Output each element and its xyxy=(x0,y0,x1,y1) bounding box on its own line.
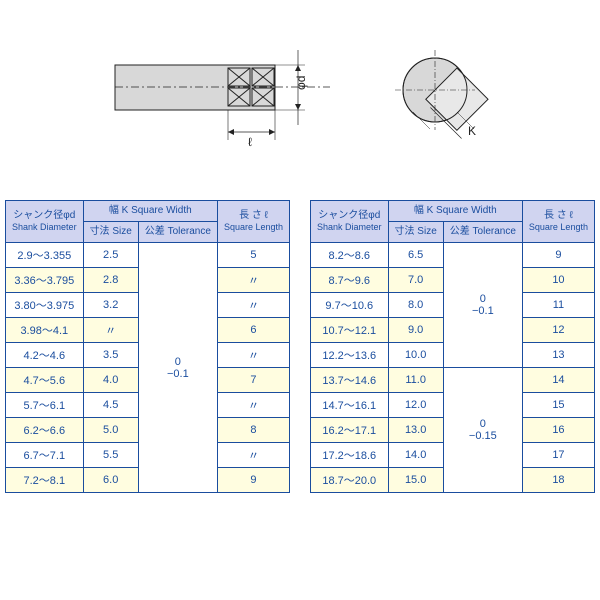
cell-length: 8 xyxy=(217,418,289,443)
cell-size: 11.0 xyxy=(388,368,443,393)
cell-shank: 4.7～5.6 xyxy=(6,368,84,393)
cell-size: 13.0 xyxy=(388,418,443,443)
cell-length: 11 xyxy=(522,293,594,318)
cell-shank: 3.36～3.795 xyxy=(6,268,84,293)
cell-length: 16 xyxy=(522,418,594,443)
hdr-width: 幅 K Square Width xyxy=(83,201,217,222)
cell-shank: 3.80～3.975 xyxy=(6,293,84,318)
hdr-size: 寸法 Size xyxy=(388,222,443,243)
cell-shank: 8.2～8.6 xyxy=(311,243,389,268)
cell-size: 6.0 xyxy=(83,468,138,493)
cell-length: 18 xyxy=(522,468,594,493)
cell-size: 〃 xyxy=(83,318,138,343)
cell-length: 〃 xyxy=(217,293,289,318)
technical-diagrams: ℓ φd K xyxy=(20,40,580,160)
cell-size: 4.0 xyxy=(83,368,138,393)
cell-length: 14 xyxy=(522,368,594,393)
cell-shank: 9.7～10.6 xyxy=(311,293,389,318)
hdr-shank: シャンク径φdShank Diameter xyxy=(311,201,389,243)
cell-length: 5 xyxy=(217,243,289,268)
table-row: 8.2～8.66.50 −0.19 xyxy=(311,243,595,268)
cell-shank: 18.7～20.0 xyxy=(311,468,389,493)
hdr-width: 幅 K Square Width xyxy=(388,201,522,222)
cell-length: 17 xyxy=(522,443,594,468)
hdr-tol: 公差 Tolerance xyxy=(138,222,217,243)
cell-length: 〃 xyxy=(217,393,289,418)
cell-size: 2.8 xyxy=(83,268,138,293)
cell-shank: 6.7～7.1 xyxy=(6,443,84,468)
cell-shank: 7.2～8.1 xyxy=(6,468,84,493)
cell-size: 6.5 xyxy=(388,243,443,268)
cell-shank: 17.2～18.6 xyxy=(311,443,389,468)
hdr-tol: 公差 Tolerance xyxy=(443,222,522,243)
cell-size: 12.0 xyxy=(388,393,443,418)
cell-length: 12 xyxy=(522,318,594,343)
label-k: K xyxy=(468,124,476,138)
cell-size: 7.0 xyxy=(388,268,443,293)
hdr-shank: シャンク径φdShank Diameter xyxy=(6,201,84,243)
table-row: 13.7～14.611.00 −0.1514 xyxy=(311,368,595,393)
label-phi-d: φd xyxy=(294,76,308,90)
cell-shank: 8.7～9.6 xyxy=(311,268,389,293)
label-ell: ℓ xyxy=(248,135,252,149)
cell-size: 3.2 xyxy=(83,293,138,318)
cell-length: 9 xyxy=(522,243,594,268)
cell-size: 3.5 xyxy=(83,343,138,368)
cell-size: 9.0 xyxy=(388,318,443,343)
cell-shank: 16.2～17.1 xyxy=(311,418,389,443)
cell-size: 2.5 xyxy=(83,243,138,268)
cell-tolerance: 0 −0.1 xyxy=(443,243,522,368)
cell-shank: 4.2～4.6 xyxy=(6,343,84,368)
cell-length: 15 xyxy=(522,393,594,418)
cell-length: 13 xyxy=(522,343,594,368)
cell-shank: 6.2～6.6 xyxy=(6,418,84,443)
table-row: 2.9～3.3552.50 −0.15 xyxy=(6,243,290,268)
cell-size: 15.0 xyxy=(388,468,443,493)
cell-length: 10 xyxy=(522,268,594,293)
side-view-diagram: ℓ φd xyxy=(100,40,330,160)
cell-tolerance: 0 −0.1 xyxy=(138,243,217,493)
cell-shank: 2.9～3.355 xyxy=(6,243,84,268)
cell-size: 10.0 xyxy=(388,343,443,368)
cell-shank: 12.2～13.6 xyxy=(311,343,389,368)
cell-size: 4.5 xyxy=(83,393,138,418)
hdr-size: 寸法 Size xyxy=(83,222,138,243)
cell-size: 8.0 xyxy=(388,293,443,318)
tables-container: シャンク径φdShank Diameter 幅 K Square Width 長… xyxy=(20,200,580,493)
cell-shank: 10.7～12.1 xyxy=(311,318,389,343)
cell-length: 〃 xyxy=(217,343,289,368)
cell-length: 〃 xyxy=(217,443,289,468)
cell-size: 5.0 xyxy=(83,418,138,443)
cell-length: 7 xyxy=(217,368,289,393)
cell-shank: 13.7～14.6 xyxy=(311,368,389,393)
cell-shank: 3.98～4.1 xyxy=(6,318,84,343)
cell-length: 6 xyxy=(217,318,289,343)
cell-length: 〃 xyxy=(217,268,289,293)
cell-shank: 5.7～6.1 xyxy=(6,393,84,418)
cell-shank: 14.7～16.1 xyxy=(311,393,389,418)
hdr-length: 長 さ ℓSquare Length xyxy=(522,201,594,243)
spec-table-left: シャンク径φdShank Diameter 幅 K Square Width 長… xyxy=(5,200,290,493)
spec-table-right: シャンク径φdShank Diameter 幅 K Square Width 長… xyxy=(310,200,595,493)
cell-tolerance: 0 −0.15 xyxy=(443,368,522,493)
cell-size: 5.5 xyxy=(83,443,138,468)
end-view-diagram: K xyxy=(390,45,500,155)
cell-length: 9 xyxy=(217,468,289,493)
hdr-length: 長 さ ℓSquare Length xyxy=(217,201,289,243)
cell-size: 14.0 xyxy=(388,443,443,468)
